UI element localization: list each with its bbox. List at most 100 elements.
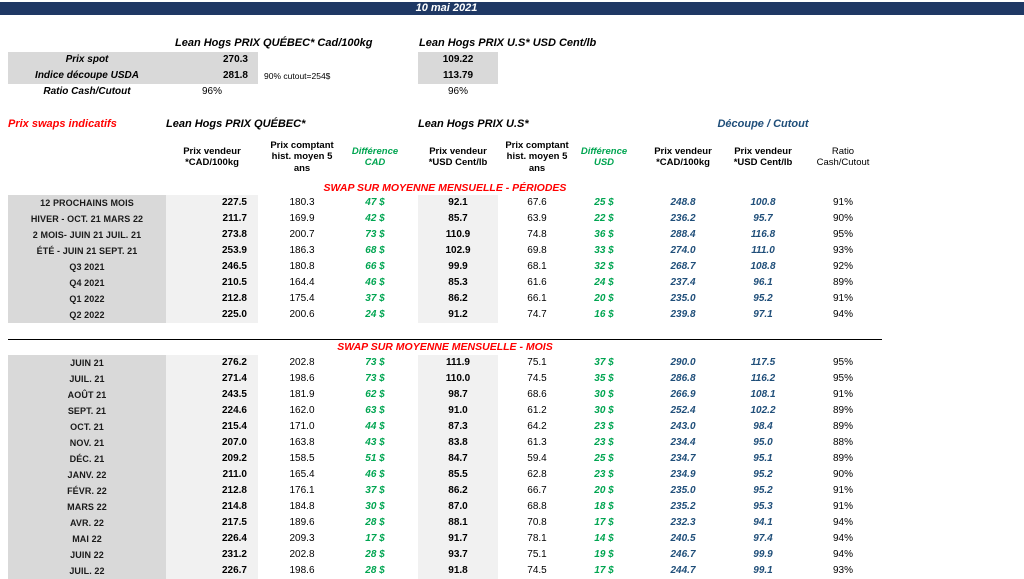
months-section-title: SWAP SUR MOYENNE MENSUELLE - MOIS	[337, 341, 553, 353]
us-hist-price: 62.8	[527, 469, 547, 480]
row-label: JUIL. 22	[8, 563, 166, 579]
periods-table: 12 PROCHAINS MOIS 227.5 180.3 47 $ 92.1 67.6 2…	[8, 195, 882, 323]
ratio-cash-cutout: 94%	[832, 309, 853, 320]
row-label: SEPT. 21	[8, 403, 166, 419]
title-bar: 10 mai 2021	[0, 2, 1024, 15]
qc-hist-price: 181.9	[289, 389, 315, 400]
diff-usd-value: 19 $	[594, 549, 614, 560]
diff-cad-value: 44 $	[365, 421, 385, 432]
us-hist-price: 61.6	[527, 277, 547, 288]
diff-usd-value: 36 $	[594, 229, 614, 240]
cutout-usd-price: 99.1	[753, 565, 773, 576]
diff-cad-value: 51 $	[365, 453, 385, 464]
qc-sell-price: 225.0	[166, 307, 258, 323]
cutout-usd-price: 102.2	[750, 405, 776, 416]
us-sell-price: 93.7	[418, 547, 498, 563]
ratio-cash-cutout: 92%	[832, 261, 853, 272]
qc-hist-price: 202.8	[289, 549, 315, 560]
ratio-cash-cutout: 93%	[832, 245, 853, 256]
us-hist-price: 75.1	[527, 549, 547, 560]
column-header-row: Prix vendeur *CAD/100kg Prix comptant hi…	[8, 134, 882, 180]
cutout-cad-price: 246.7	[670, 549, 696, 560]
diff-cad-value: 24 $	[365, 309, 385, 320]
qc-hist-price: 189.6	[289, 517, 315, 528]
table-row: NOV. 21 207.0 163.8 43 $ 83.8 61.3 23 $ 234.4 95…	[8, 435, 882, 451]
diff-usd-value: 35 $	[594, 373, 614, 384]
spot-quebec-header: Lean Hogs PRIX QUÉBEC* Cad/100kg	[175, 37, 373, 49]
spot-us-ratio: 96%	[447, 86, 468, 97]
qc-sell-price: 226.4	[166, 531, 258, 547]
row-label: HIVER - OCT. 21 MARS 22	[8, 211, 166, 227]
row-label: NOV. 21	[8, 435, 166, 451]
header-us-sell: Prix vendeur *USD Cent/lb	[428, 145, 488, 168]
cutout-cad-price: 232.3	[670, 517, 696, 528]
us-hist-price: 74.5	[527, 373, 547, 384]
row-label: DÉC. 21	[8, 451, 166, 467]
table-row: 12 PROCHAINS MOIS 227.5 180.3 47 $ 92.1 67.6 2…	[8, 195, 882, 211]
ratio-cash-cutout: 94%	[832, 517, 853, 528]
qc-hist-price: 165.4	[289, 469, 315, 480]
header-diff-usd: Différence USD	[580, 145, 628, 168]
diff-cad-value: 62 $	[365, 389, 385, 400]
us-hist-price: 74.8	[527, 229, 547, 240]
us-sell-price: 91.2	[418, 307, 498, 323]
qc-hist-price: 200.6	[289, 309, 315, 320]
cutout-cad-price: 240.5	[670, 533, 696, 544]
months-section: SWAP SUR MOYENNE MENSUELLE - MOIS JUIN 2…	[8, 339, 882, 579]
us-hist-price: 75.1	[527, 357, 547, 368]
cutout-cad-price: 290.0	[670, 357, 696, 368]
table-row: HIVER - OCT. 21 MARS 22 211.7 169.9 42 $ 85.…	[8, 211, 882, 227]
ratio-cash-cutout: 89%	[832, 421, 853, 432]
cutout-cad-price: 235.0	[670, 485, 696, 496]
spot-qc-ratio: 96%	[201, 86, 222, 97]
row-label: Q2 2022	[8, 307, 166, 323]
us-hist-price: 74.5	[527, 565, 547, 576]
header-cut-cad: Prix vendeur *CAD/100kg	[654, 145, 712, 168]
table-row: JUIN 21 276.2 202.8 73 $ 111.9 75.1 37 $ 290.0 1…	[8, 355, 882, 371]
group-header-row: Prix swaps indicatifs Lean Hogs PRIX QUÉ…	[8, 116, 882, 132]
row-label: JUIN 21	[8, 355, 166, 371]
cutout-usd-price: 95.1	[753, 453, 773, 464]
spot-row-label: Indice découpe USDA	[8, 68, 166, 84]
diff-usd-value: 23 $	[594, 469, 614, 480]
qc-sell-price: 210.5	[166, 275, 258, 291]
us-sell-price: 85.3	[418, 275, 498, 291]
spot-us-value: 109.22	[418, 52, 498, 68]
us-sell-price: 91.0	[418, 403, 498, 419]
ratio-cash-cutout: 88%	[832, 437, 853, 448]
qc-sell-price: 276.2	[166, 355, 258, 371]
ratio-cash-cutout: 90%	[832, 469, 853, 480]
cutout-usd-price: 95.3	[753, 501, 773, 512]
cutout-cad-price: 243.0	[670, 421, 696, 432]
diff-usd-value: 17 $	[594, 517, 614, 528]
us-sell-price: 87.0	[418, 499, 498, 515]
row-label: Q3 2021	[8, 259, 166, 275]
group-header-quebec: Lean Hogs PRIX QUÉBEC*	[166, 117, 306, 130]
qc-sell-price: 209.2	[166, 451, 258, 467]
qc-hist-price: 186.3	[289, 245, 315, 256]
cutout-usd-price: 96.1	[753, 277, 773, 288]
cutout-usd-price: 99.9	[753, 549, 773, 560]
spot-row-ratio: Ratio Cash/Cutout 96% 96%	[8, 84, 882, 100]
us-hist-price: 68.1	[527, 261, 547, 272]
diff-usd-value: 17 $	[594, 565, 614, 576]
qc-hist-price: 171.0	[289, 421, 315, 432]
cutout-usd-price: 116.2	[750, 373, 776, 384]
cutout-note: 90% cutout=254$	[264, 70, 331, 81]
diff-usd-value: 32 $	[594, 261, 614, 272]
table-row: Q1 2022 212.8 175.4 37 $ 86.2 66.1 20 $ 235.0 95…	[8, 291, 882, 307]
ratio-cash-cutout: 89%	[832, 453, 853, 464]
table-row: JUIL. 21 271.4 198.6 73 $ 110.0 74.5 35 $ 286.8…	[8, 371, 882, 387]
us-hist-price: 67.6	[527, 197, 547, 208]
ratio-cash-cutout: 90%	[832, 213, 853, 224]
ratio-cash-cutout: 93%	[832, 565, 853, 576]
qc-hist-price: 198.6	[289, 373, 315, 384]
spot-qc-value: 281.8	[166, 68, 258, 84]
qc-sell-price: 207.0	[166, 435, 258, 451]
qc-sell-price: 214.8	[166, 499, 258, 515]
ratio-cash-cutout: 91%	[832, 197, 853, 208]
diff-cad-value: 37 $	[365, 293, 385, 304]
qc-sell-price: 211.7	[166, 211, 258, 227]
table-row: AOÛT 21 243.5 181.9 62 $ 98.7 68.6 30 $ 266.9 10…	[8, 387, 882, 403]
diff-cad-value: 46 $	[365, 277, 385, 288]
